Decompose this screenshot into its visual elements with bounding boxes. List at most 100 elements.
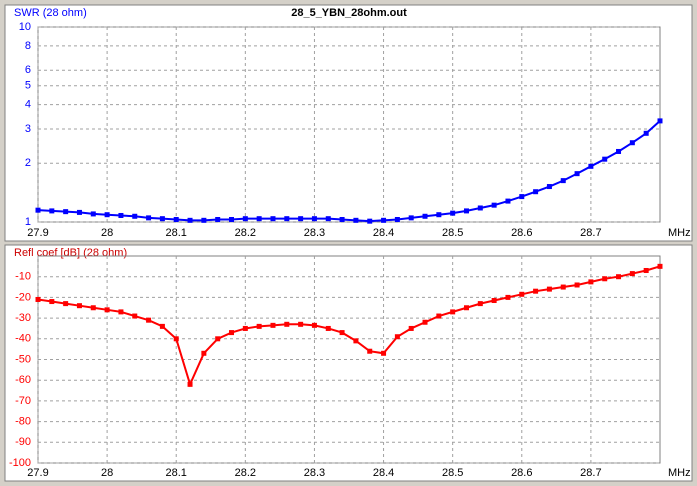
data-point (491, 298, 497, 304)
x-tick-label: 28.5 (442, 467, 463, 479)
x-axis-label: MHz (668, 467, 691, 479)
data-point (311, 322, 317, 328)
data-point (643, 130, 649, 136)
x-tick-label: 28.1 (166, 467, 187, 479)
data-point (574, 171, 580, 177)
data-point (159, 323, 165, 329)
x-tick-label: 28.6 (511, 467, 532, 479)
y-tick-label: 3 (25, 123, 31, 135)
x-tick-label: 28.2 (235, 467, 256, 479)
data-point (270, 216, 276, 222)
x-tick-label: 28.6 (511, 227, 532, 239)
data-point (546, 286, 552, 292)
data-point (463, 305, 469, 311)
data-point (146, 317, 152, 323)
data-point (187, 217, 193, 223)
data-point (436, 212, 442, 218)
data-point (118, 212, 124, 218)
x-tick-label: 28.1 (166, 227, 187, 239)
data-point (602, 276, 608, 282)
data-point (505, 294, 511, 300)
data-line (37, 120, 661, 223)
data-point (187, 381, 193, 387)
data-point (215, 216, 221, 222)
data-point (519, 291, 525, 297)
data-point (256, 216, 262, 222)
data-point (381, 350, 387, 356)
data-point (118, 309, 124, 315)
data-point (298, 321, 304, 327)
data-point (104, 212, 110, 218)
data-point (339, 216, 345, 222)
data-point (284, 216, 290, 222)
y-tick-label: -40 (15, 333, 31, 345)
data-point (90, 211, 96, 217)
data-point (436, 313, 442, 319)
y-tick-label: -100 (9, 457, 31, 469)
data-point (353, 338, 359, 344)
data-point (408, 215, 414, 221)
data-point (422, 213, 428, 219)
x-tick-label: 27.9 (27, 467, 48, 479)
data-point (408, 325, 414, 331)
data-point (394, 334, 400, 340)
data-point (104, 307, 110, 313)
y-tick-label: -50 (15, 353, 31, 365)
y-tick-label: 6 (25, 64, 31, 76)
y-tick-label: -80 (15, 416, 31, 428)
data-point (229, 216, 235, 222)
data-point (629, 271, 635, 277)
data-point (367, 218, 373, 224)
y-tick-label: -30 (15, 312, 31, 324)
x-tick-label: 28.4 (373, 227, 394, 239)
data-point (657, 118, 663, 124)
y-axis-label: SWR (28 ohm) (14, 7, 87, 19)
data-point (284, 321, 290, 327)
data-point (367, 348, 373, 354)
y-tick-label: -20 (15, 291, 31, 303)
data-point (643, 267, 649, 273)
y-tick-label: -70 (15, 395, 31, 407)
top-panel (4, 4, 693, 242)
y-axis-label: Refl coef [dB] (28 ohm) (14, 247, 127, 259)
data-point (629, 140, 635, 146)
data-point (519, 194, 525, 200)
data-point (325, 325, 331, 331)
y-tick-label: 2 (25, 157, 31, 169)
x-tick-label: 28.3 (304, 467, 325, 479)
chart-title: 28_5_YBN_28ohm.out (291, 7, 407, 19)
data-point (173, 216, 179, 222)
x-tick-label: 28.2 (235, 227, 256, 239)
data-point (533, 288, 539, 294)
data-point (505, 198, 511, 204)
data-point (353, 217, 359, 223)
data-point (63, 209, 69, 215)
data-point (339, 330, 345, 336)
data-point (463, 208, 469, 214)
x-tick-label: 28.7 (580, 227, 601, 239)
data-point (491, 202, 497, 208)
x-tick-label: 28 (101, 227, 113, 239)
data-point (76, 303, 82, 309)
data-point (477, 205, 483, 211)
x-tick-label: 27.9 (27, 227, 48, 239)
data-point (588, 279, 594, 285)
x-tick-label: 28.7 (580, 467, 601, 479)
data-point (201, 350, 207, 356)
x-tick-label: 28 (101, 467, 113, 479)
data-point (533, 189, 539, 195)
data-point (159, 216, 165, 222)
data-point (450, 210, 456, 216)
y-tick-label: -10 (15, 271, 31, 283)
x-tick-label: 28.5 (442, 227, 463, 239)
data-point (450, 309, 456, 315)
data-point (394, 216, 400, 222)
data-point (422, 319, 428, 325)
data-point (132, 213, 138, 219)
y-tick-label: 1 (25, 216, 31, 228)
data-point (35, 296, 41, 302)
data-point (588, 163, 594, 169)
data-point (132, 313, 138, 319)
